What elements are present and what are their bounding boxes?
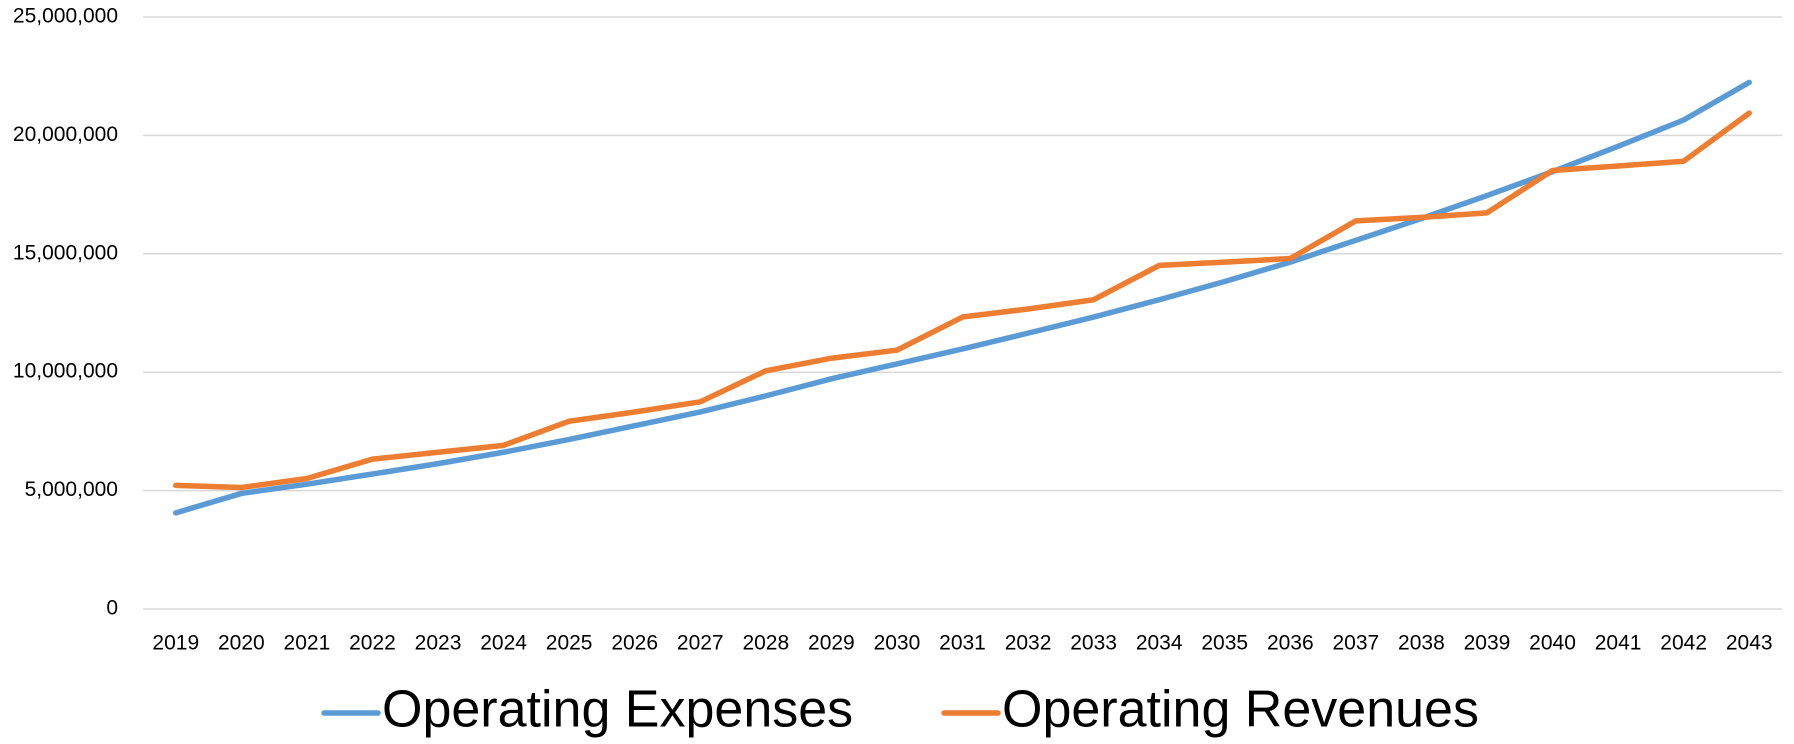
x-tick-label: 2020: [218, 632, 265, 655]
y-tick-label: 5,000,000: [25, 478, 118, 501]
x-tick-label: 2042: [1660, 632, 1707, 655]
legend-label: Operating Expenses: [382, 681, 853, 739]
x-tick-label: 2034: [1136, 632, 1183, 655]
x-tick-label: 2038: [1398, 632, 1445, 655]
x-tick-label: 2041: [1595, 632, 1642, 655]
series-line: [173, 79, 1752, 516]
x-tick-label: 2039: [1464, 632, 1511, 655]
x-tick-label: 2029: [808, 632, 855, 655]
x-tick-label: 2019: [152, 632, 199, 655]
x-tick-label: 2040: [1529, 632, 1576, 655]
x-tick-label: 2021: [284, 632, 331, 655]
y-tick-label: 20,000,000: [13, 123, 118, 146]
y-tick-label: 0: [106, 597, 118, 620]
x-tick-label: 2026: [611, 632, 658, 655]
x-tick-label: 2027: [677, 632, 724, 655]
x-tick-label: 2023: [415, 632, 462, 655]
series-line: [173, 110, 1752, 491]
y-tick-label: 25,000,000: [13, 5, 118, 28]
x-tick-label: 2028: [742, 632, 789, 655]
x-tick-label: 2043: [1726, 632, 1773, 655]
y-tick-label: 15,000,000: [13, 241, 118, 264]
x-tick-label: 2025: [546, 632, 593, 655]
x-tick-label: 2036: [1267, 632, 1314, 655]
x-tick-label: 2022: [349, 632, 396, 655]
x-tick-label: 2035: [1201, 632, 1248, 655]
x-tick-label: 2024: [480, 632, 527, 655]
y-tick-label: 10,000,000: [13, 360, 118, 383]
x-tick-label: 2031: [939, 632, 986, 655]
x-tick-label: 2033: [1070, 632, 1117, 655]
x-tick-label: 2037: [1333, 632, 1380, 655]
x-tick-label: 2032: [1005, 632, 1052, 655]
x-tick-label: 2030: [874, 632, 921, 655]
legend-label: Operating Revenues: [1002, 681, 1479, 739]
